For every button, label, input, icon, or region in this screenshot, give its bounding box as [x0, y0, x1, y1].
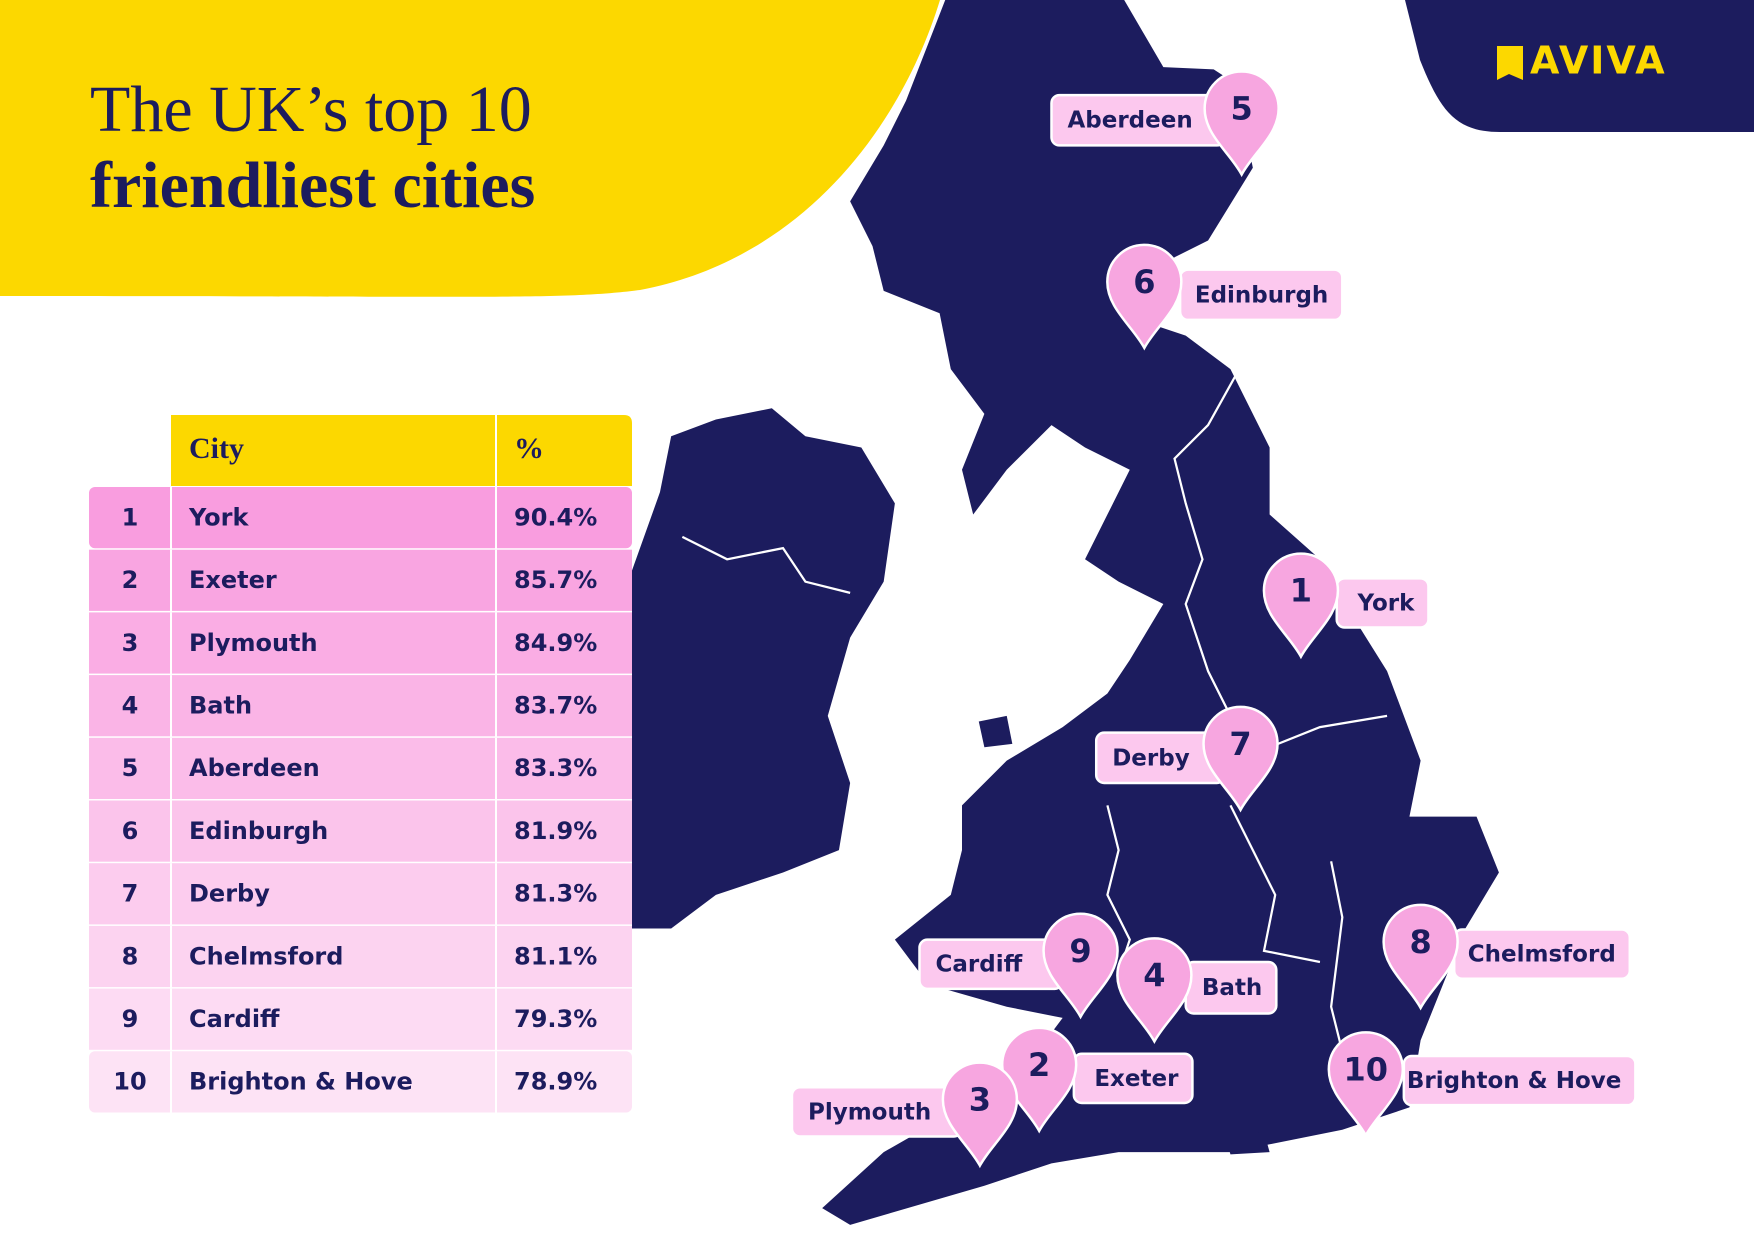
pin-city: Edinburgh — [1195, 282, 1328, 308]
pin-label-box — [1402, 1054, 1637, 1107]
map-pin: 6 Edinburgh — [1106, 243, 1344, 351]
percent-cell: 83.3% — [514, 754, 597, 782]
pin-city: Aberdeen — [1067, 108, 1192, 134]
column-header: City — [189, 432, 244, 465]
map — [632, 0, 1499, 1225]
rank-cell: 2 — [122, 566, 139, 594]
table-row — [89, 863, 632, 925]
great-britain — [822, 0, 1499, 1225]
rank-cell: 9 — [122, 1005, 139, 1033]
percent-cell: 81.1% — [514, 942, 597, 970]
column-header: % — [514, 432, 544, 465]
rank-cell: 7 — [122, 880, 139, 908]
pin-marker — [1202, 705, 1279, 813]
ireland — [632, 408, 895, 929]
table-row — [89, 925, 632, 988]
map-pin: 9 Cardiff — [918, 912, 1119, 1020]
rank-cell: 4 — [122, 691, 139, 719]
city-cell: Cardiff — [189, 1005, 280, 1033]
percent-cell: 79.3% — [514, 1005, 597, 1033]
map-pin: 7 Derby — [1094, 705, 1279, 813]
map-pin: 10 Brighton & Hove — [1327, 1031, 1637, 1138]
brand-logo: AVIVA — [1497, 39, 1667, 83]
pin-marker — [1262, 552, 1340, 660]
pin-rank: 6 — [1133, 263, 1155, 301]
map-pin: 4 Bath — [1116, 937, 1278, 1045]
city-cell: Chelmsford — [189, 942, 343, 970]
map-pin: 8 Chelmsford — [1382, 903, 1632, 1011]
pin-rank: 9 — [1069, 932, 1091, 970]
ranking-table: City % 1 York 90.4% 2 Exeter 85.7% 3 Plymouth 84.9… — [89, 415, 632, 1114]
map-pin: 5 Aberdeen — [1050, 70, 1280, 178]
city-cell: York — [188, 503, 250, 531]
pin-rank: 7 — [1229, 725, 1251, 763]
table-row — [89, 988, 632, 1050]
table-row — [89, 800, 632, 862]
rank-cell: 1 — [122, 503, 139, 531]
pin-marker — [1327, 1031, 1405, 1138]
rank-cell: 6 — [122, 817, 139, 845]
map-pin: 1 York — [1262, 552, 1430, 660]
yellow-banner — [0, 0, 940, 297]
island — [978, 715, 1013, 748]
rank-cell: 5 — [122, 754, 139, 782]
map-pin: 3 Plymouth — [790, 1060, 1019, 1169]
city-cell: Exeter — [189, 566, 277, 594]
rank-cell: 10 — [113, 1068, 146, 1096]
brand-banner — [1405, 0, 1754, 132]
pin-city: Plymouth — [808, 1099, 931, 1125]
percent-cell: 81.3% — [514, 880, 597, 908]
pin-rank: 8 — [1409, 923, 1431, 961]
pin-marker — [1203, 70, 1280, 178]
table-row — [89, 612, 632, 674]
pin-city: Chelmsford — [1468, 942, 1616, 968]
pin-city: Bath — [1202, 975, 1262, 1001]
pin-rank: 5 — [1231, 90, 1253, 128]
pin-marker — [1382, 903, 1459, 1011]
pin-city: Cardiff — [935, 952, 1022, 978]
pin-marker — [1042, 912, 1119, 1020]
percent-cell: 81.9% — [514, 817, 597, 845]
title-line: The UK’s top 10 — [90, 73, 532, 146]
table-row — [89, 737, 632, 799]
pin-rank: 4 — [1143, 956, 1165, 994]
percent-cell: 85.7% — [514, 566, 597, 594]
city-cell: Derby — [189, 880, 270, 908]
logo-mark — [1497, 46, 1523, 80]
map-pin: 2 Exeter — [1000, 1026, 1194, 1134]
percent-cell: 84.9% — [514, 629, 597, 657]
city-cell: Bath — [189, 691, 252, 719]
city-cell: Edinburgh — [189, 817, 328, 845]
pin-rank: 1 — [1290, 572, 1312, 610]
pin-city: Brighton & Hove — [1407, 1068, 1621, 1094]
table-row — [89, 549, 632, 611]
pin-city: Exeter — [1094, 1066, 1179, 1092]
pin-rank: 3 — [969, 1081, 991, 1119]
pin-marker — [1116, 937, 1193, 1045]
pin-rank: 2 — [1028, 1046, 1050, 1084]
percent-cell: 90.4% — [514, 503, 597, 531]
city-cell: Plymouth — [189, 629, 318, 657]
table-header — [171, 415, 632, 486]
pin-city: Derby — [1112, 745, 1190, 771]
rank-cell: 3 — [122, 629, 139, 657]
pin-marker — [1106, 243, 1183, 351]
pin-city: York — [1356, 590, 1415, 616]
pin-marker — [941, 1060, 1019, 1169]
percent-cell: 83.7% — [514, 691, 597, 719]
title-line: friendliest cities — [90, 149, 535, 222]
map-pins: 1 York 2 Exeter 3 Plymouth 4 Bath 5 Aberdeen 6 Edin… — [790, 70, 1637, 1169]
table-row — [89, 675, 632, 737]
city-cell: Aberdeen — [189, 754, 320, 782]
percent-cell: 78.9% — [514, 1068, 597, 1096]
brand-name: AVIVA — [1530, 39, 1667, 83]
city-cell: Brighton & Hove — [189, 1068, 413, 1096]
pin-rank: 10 — [1344, 1050, 1389, 1088]
island — [1224, 1132, 1270, 1155]
rank-cell: 8 — [122, 942, 139, 970]
